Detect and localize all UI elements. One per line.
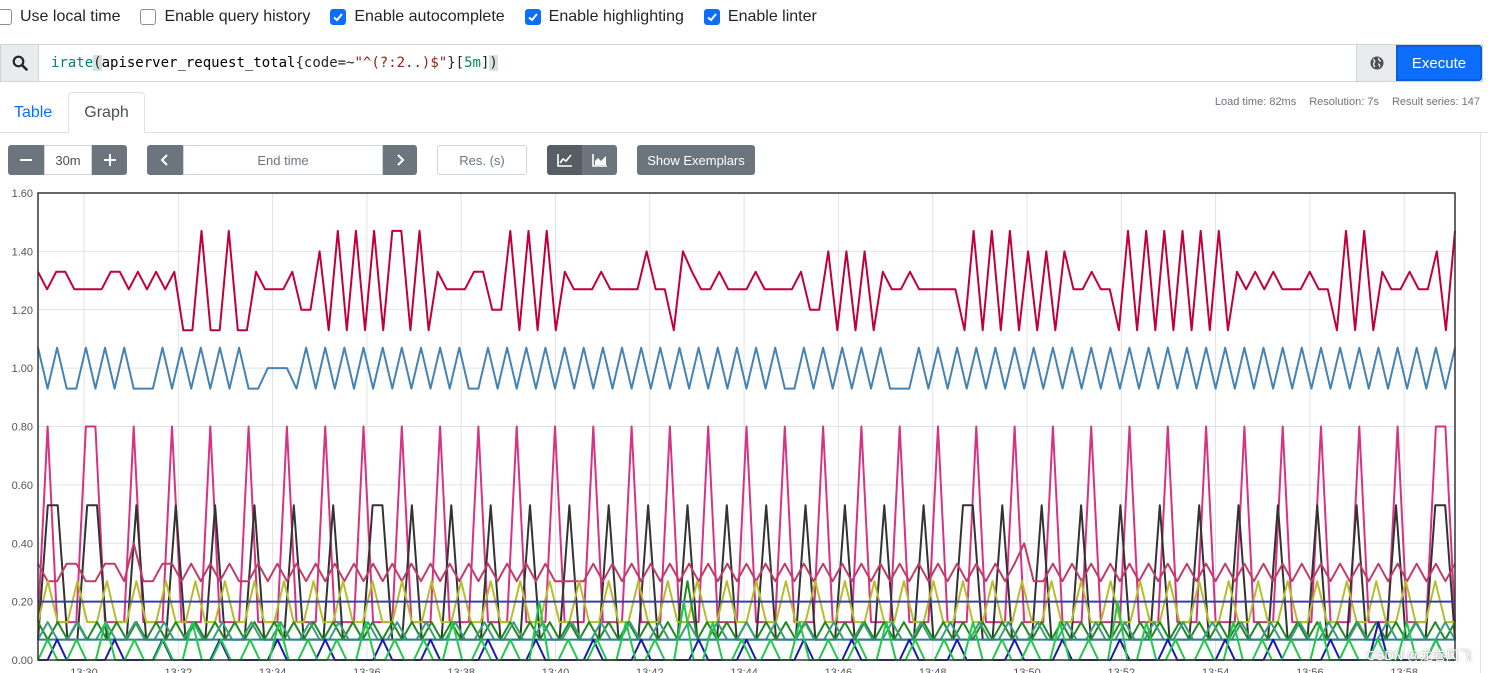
series-line-10[interactable] <box>38 621 1455 661</box>
stacked-chart-icon <box>591 154 607 167</box>
option-label: Enable highlighting <box>548 8 684 25</box>
chevron-right-icon <box>397 154 405 166</box>
search-icon <box>1 45 39 81</box>
checkbox-autocomplete[interactable] <box>330 9 347 25</box>
query-paren-open: ( <box>93 55 102 71</box>
panel-tabs: Table Graph <box>0 92 1488 133</box>
query-range-open: [ <box>455 55 465 71</box>
option-highlighting[interactable]: Enable highlighting <box>524 8 684 26</box>
decrease-range-button[interactable] <box>8 145 44 175</box>
series-line-4[interactable] <box>37 542 1456 583</box>
previous-time-button[interactable] <box>147 145 183 175</box>
x-tick-label: 13:36 <box>353 667 381 673</box>
y-tick-label: 1.20 <box>12 305 33 317</box>
query-stats: Load time: 82ms Resolution: 7s Result se… <box>1215 96 1480 108</box>
x-tick-label: 13:42 <box>636 667 664 673</box>
option-label: Enable linter <box>727 8 817 25</box>
x-tick-label: 13:30 <box>70 667 98 673</box>
execute-button[interactable]: Execute <box>1396 45 1482 81</box>
query-paren-close: ) <box>489 55 498 71</box>
x-tick-label: 13:38 <box>447 667 475 673</box>
resolution-input[interactable]: Res. (s) <box>437 145 527 175</box>
minus-icon <box>20 159 32 161</box>
series-lines <box>37 229 1456 661</box>
increase-range-button[interactable] <box>92 145 127 175</box>
y-tick-label: 1.60 <box>12 188 33 200</box>
options-bar: Use local time Enable query history Enab… <box>0 0 1488 34</box>
result-series: Result series: 147 <box>1391 96 1480 108</box>
option-query-history[interactable]: Enable query history <box>140 8 310 26</box>
y-tick-label: 0.00 <box>12 655 33 667</box>
query-operator: =~ <box>337 55 355 71</box>
stacked-mode-button[interactable] <box>582 145 617 175</box>
checkbox-query-history[interactable] <box>140 9 157 25</box>
checkbox-highlighting[interactable] <box>524 9 541 25</box>
check-icon <box>707 13 717 22</box>
query-brace-open: { <box>295 55 304 71</box>
y-tick-label: 0.20 <box>12 597 33 609</box>
query-label-value: "^(?:2..)$" <box>354 55 448 71</box>
chart-grid <box>38 192 1455 661</box>
query-range-close: ] <box>480 55 490 71</box>
x-tick-label: 13:46 <box>825 667 853 673</box>
x-tick-label: 13:44 <box>730 667 758 673</box>
series-line-7[interactable] <box>37 621 1456 641</box>
show-exemplars-button[interactable]: Show Exemplars <box>637 145 755 175</box>
option-label: Enable autocomplete <box>354 8 505 25</box>
expression-input[interactable]: irate(apiserver_request_total{code =~ "^(?… <box>39 45 1356 81</box>
y-tick-label: 0.40 <box>12 538 33 550</box>
option-label: Use local time <box>20 8 121 25</box>
globe-icon <box>1370 56 1383 70</box>
plus-icon <box>103 154 116 166</box>
series-line-2[interactable] <box>37 425 1456 624</box>
resolution: Resolution: 7s <box>1309 96 1379 108</box>
x-axis: 13:30 13:32 13:34 13:36 13:38 13:40 13:42 13:44… <box>70 667 1418 673</box>
query-label-name: code <box>303 55 338 71</box>
query-brace-close: } <box>447 55 456 71</box>
x-tick-label: 13:34 <box>259 667 287 673</box>
option-label: Enable query history <box>164 8 311 25</box>
query-metric: apiserver_request_total <box>101 55 296 71</box>
x-tick-label: 13:52 <box>1108 667 1136 673</box>
series-line-0[interactable] <box>37 229 1456 332</box>
query-bar: irate(apiserver_request_total{code =~ "^(?… <box>0 44 1483 82</box>
option-autocomplete[interactable]: Enable autocomplete <box>330 8 505 26</box>
next-time-button[interactable] <box>383 145 417 175</box>
check-icon <box>333 13 344 22</box>
watermark: CSDN @龙卷风飞 <box>1366 648 1472 663</box>
option-use-local-time[interactable]: Use local time <box>0 8 120 26</box>
end-time-input[interactable]: End time <box>183 145 383 175</box>
chevron-left-icon <box>160 154 168 166</box>
x-tick-label: 13:54 <box>1202 667 1230 673</box>
line-mode-button[interactable] <box>547 145 582 175</box>
x-tick-label: 13:48 <box>919 667 947 673</box>
line-chart-icon <box>556 154 572 167</box>
check-icon <box>528 13 538 22</box>
tab-graph[interactable]: Graph <box>68 92 145 133</box>
plot-frame <box>37 192 1456 661</box>
y-tick-label: 0.60 <box>12 480 33 492</box>
query-range: 5m <box>464 55 481 71</box>
y-tick-label: 1.40 <box>12 246 33 258</box>
x-tick-label: 13:56 <box>1296 667 1324 673</box>
checkbox-use-local-time[interactable] <box>0 9 12 25</box>
series-line-1[interactable] <box>37 346 1456 390</box>
y-axis: 0.00 0.20 0.40 0.60 0.80 1.00 1.20 1.40 1.60 <box>12 188 33 667</box>
x-tick-label: 13:50 <box>1013 667 1041 673</box>
x-tick-label: 13:32 <box>165 667 193 673</box>
load-time: Load time: 82ms <box>1214 96 1297 108</box>
y-tick-label: 1.00 <box>12 363 33 375</box>
x-tick-label: 13:58 <box>1390 667 1418 673</box>
option-linter[interactable]: Enable linter <box>703 8 817 26</box>
metrics-explorer-button[interactable] <box>1356 45 1396 81</box>
checkbox-linter[interactable] <box>703 9 720 25</box>
query-function: irate <box>51 55 94 71</box>
graph-panel <box>0 133 1481 673</box>
y-tick-label: 0.80 <box>12 422 33 434</box>
range-input[interactable]: 30m <box>44 145 92 175</box>
tab-table[interactable]: Table <box>14 103 53 121</box>
time-series-chart[interactable]: 0.00 0.20 0.40 0.60 0.80 1.00 1.20 1.40 1.60 13:… <box>0 185 1488 673</box>
x-tick-label: 13:40 <box>542 667 570 673</box>
series-line-6[interactable] <box>37 580 1456 641</box>
